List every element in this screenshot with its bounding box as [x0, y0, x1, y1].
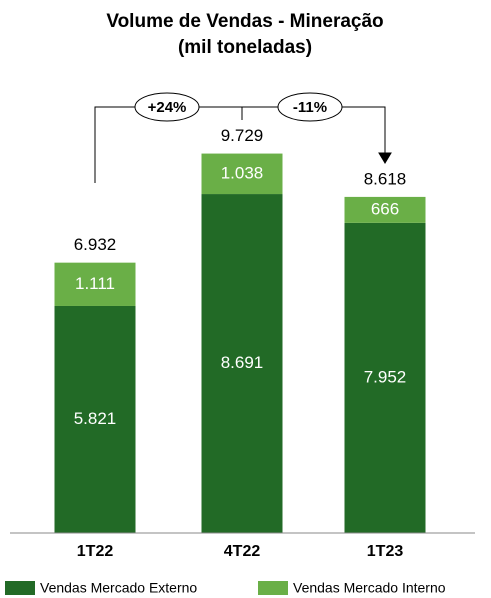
chart-title: Volume de Vendas - Mineração: [106, 11, 383, 32]
data-label: 1.111: [75, 274, 115, 293]
annotation: -11%: [293, 99, 327, 116]
bar-segment: [201, 153, 283, 195]
chart-subtitle: (mil toneladas): [178, 37, 312, 58]
bar-segment: [54, 305, 136, 533]
legend-swatch: [5, 581, 35, 595]
total-label: 6.932: [74, 235, 117, 254]
data-label: 7.952: [364, 367, 407, 386]
bar-segment: [201, 194, 283, 533]
total-label: 8.618: [364, 169, 407, 188]
annotation: +24%: [148, 99, 187, 116]
bar-segment: [344, 196, 426, 223]
legend-label: Vendas Mercado Externo: [40, 580, 197, 596]
bar-segment: [344, 222, 426, 533]
legend-label: Vendas Mercado Interno: [293, 580, 446, 596]
x-tick-label: 4T22: [224, 543, 261, 560]
data-label: 5.821: [74, 409, 117, 428]
growth-bracket: [94, 92, 392, 183]
x-tick-label: 1T22: [77, 543, 114, 560]
data-label: 1.038: [221, 163, 264, 182]
data-label: 8.691: [221, 353, 264, 372]
x-tick-label: 1T23: [367, 543, 404, 560]
total-label: 9.729: [221, 126, 264, 145]
legend-swatch: [258, 581, 288, 595]
data-label: 666: [371, 199, 399, 218]
bar-segment: [54, 262, 136, 306]
